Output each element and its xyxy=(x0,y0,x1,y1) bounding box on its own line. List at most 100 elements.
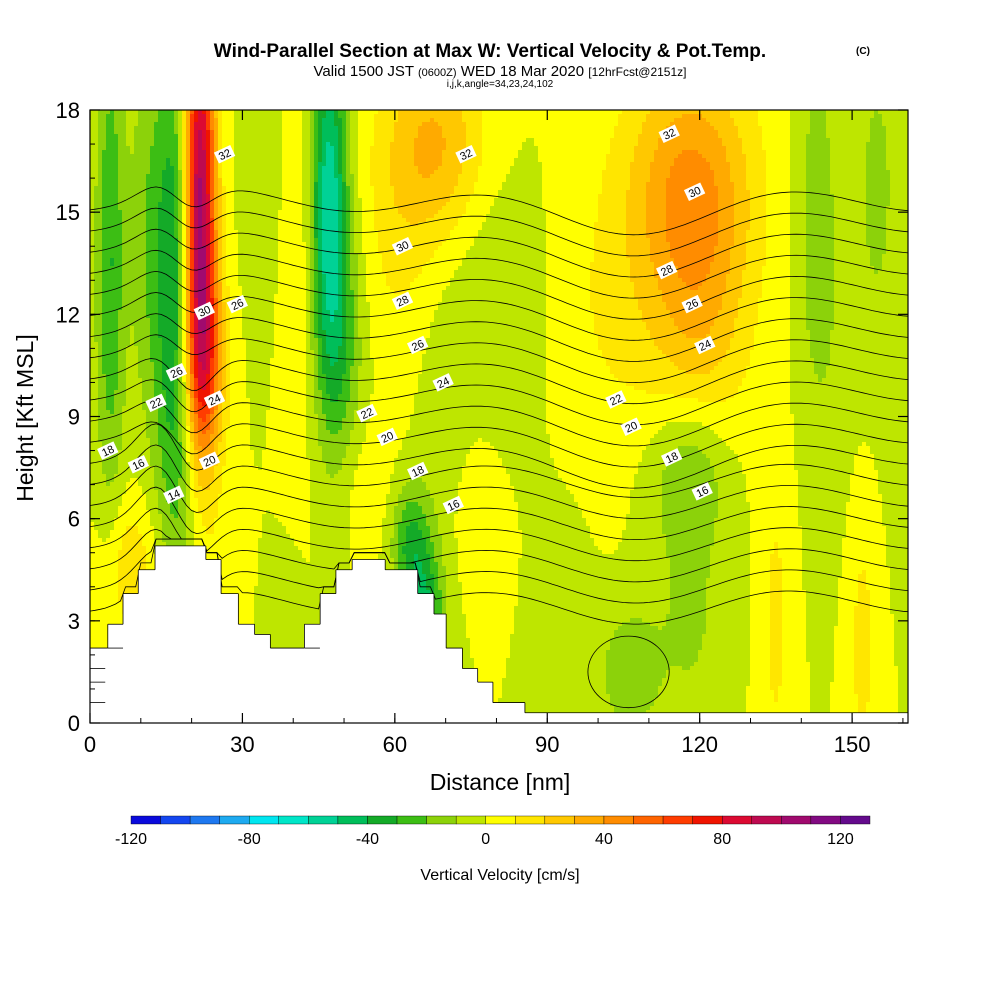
valid-date: WED 18 Mar 2020 xyxy=(461,63,584,80)
colorbar-swatch xyxy=(396,815,427,825)
contour-label: 22 xyxy=(356,403,378,423)
chart-title-suffix: (C) xyxy=(856,46,870,57)
colorbar-swatch xyxy=(544,815,575,825)
grid-indices: i,j,k,angle=34,23,24,102 xyxy=(447,79,554,90)
valid-utc: (0600Z) xyxy=(418,67,457,79)
theta-contour xyxy=(90,249,908,299)
colorbar-tick-label: -120 xyxy=(115,831,147,848)
contour-label: 24 xyxy=(694,335,716,355)
theta-contour xyxy=(90,400,908,447)
contour-label: 16 xyxy=(691,482,713,501)
contour-label: 16 xyxy=(442,495,464,515)
pot-temp-contours xyxy=(90,186,908,709)
theta-contour xyxy=(90,528,908,583)
y-tick-label: 3 xyxy=(68,609,80,634)
colorbar-swatch xyxy=(189,815,220,825)
contour-label: 30 xyxy=(683,182,706,201)
x-tick-label: 150 xyxy=(834,732,871,757)
x-tick-label: 30 xyxy=(230,732,254,757)
contour-label: 32 xyxy=(455,145,477,164)
contour-label: 32 xyxy=(658,124,680,144)
colorbar-tick-label: 120 xyxy=(827,831,854,848)
theta-contour xyxy=(90,292,908,341)
y-tick-label: 18 xyxy=(56,98,80,123)
contour-label: 20 xyxy=(198,451,221,471)
theta-contour xyxy=(90,507,908,562)
colorbar-tick-label: 80 xyxy=(713,831,731,848)
theta-contour xyxy=(90,421,908,468)
theta-contour xyxy=(90,270,908,320)
contour-label: 14 xyxy=(163,485,185,505)
colorbar-swatch xyxy=(278,815,309,825)
theta-contour xyxy=(90,538,908,625)
colorbar-tick-label: 40 xyxy=(595,831,613,848)
theta-contour xyxy=(90,334,908,384)
colorbar-swatch xyxy=(603,815,634,825)
x-axis-label: Distance [nm] xyxy=(430,769,571,795)
theta-contour xyxy=(90,538,908,604)
y-tick-label: 12 xyxy=(56,302,80,327)
y-tick-label: 9 xyxy=(68,405,80,430)
contour-label: 26 xyxy=(226,294,248,314)
contour-label: 24 xyxy=(203,390,226,409)
contour-label: 28 xyxy=(391,291,414,310)
chart-subtitle: Valid 1500 JST (0600Z) WED 18 Mar 2020 [… xyxy=(313,63,686,80)
contour-label: 24 xyxy=(432,373,454,392)
theta-contour xyxy=(90,465,908,519)
y-tick-label: 6 xyxy=(68,507,80,532)
x-tick-label: 90 xyxy=(535,732,559,757)
colorbar: -120 -80 -40 0 40 80 120 xyxy=(115,815,871,848)
colorbar-label: Vertical Velocity [cm/s] xyxy=(420,867,579,884)
terrain xyxy=(90,545,908,723)
y-axis: 0 3 6 9 12 15 18 xyxy=(56,98,908,736)
contour-label: 16 xyxy=(127,454,149,474)
chart-title: Wind-Parallel Section at Max W: Vertical… xyxy=(214,41,766,62)
contour-label: 20 xyxy=(376,427,398,447)
contour-label: 32 xyxy=(213,145,236,164)
colorbar-swatch xyxy=(455,815,486,825)
contour-label: 22 xyxy=(605,390,627,409)
contour-label: 26 xyxy=(165,362,188,382)
colorbar-swatch xyxy=(574,815,605,825)
colorbar-swatch xyxy=(160,815,191,825)
y-axis-label: Height [Kft MSL] xyxy=(12,334,38,501)
theta-contour xyxy=(90,228,908,278)
contour-label: 26 xyxy=(681,294,703,314)
y-tick-label: 15 xyxy=(56,200,80,225)
contour-label: 20 xyxy=(620,417,642,436)
theta-contour xyxy=(90,207,908,257)
colorbar-swatch xyxy=(722,815,752,825)
x-tick-label: 60 xyxy=(383,732,407,757)
colorbar-swatch xyxy=(662,815,693,825)
colorbar-swatch xyxy=(751,815,782,825)
x-tick-label: 0 xyxy=(84,732,96,757)
colorbar-swatch xyxy=(308,815,339,825)
colorbar-swatch xyxy=(840,815,871,825)
theta-contour xyxy=(90,313,908,362)
colorbar-swatch xyxy=(219,815,250,825)
colorbar-swatch xyxy=(515,815,546,825)
colorbar-tick-label: -40 xyxy=(356,831,379,848)
colorbar-swatch xyxy=(249,815,280,825)
valid-time: Valid 1500 JST xyxy=(313,63,413,80)
terrain-grid-lines xyxy=(90,545,909,723)
theta-contour-closed xyxy=(587,635,670,709)
colorbar-swatch xyxy=(337,815,368,825)
colorbar-swatch xyxy=(810,815,841,825)
theta-contour xyxy=(90,358,908,405)
contour-label: 18 xyxy=(661,448,683,467)
x-axis: 0 30 60 90 120 150 xyxy=(84,110,904,757)
contour-label: 30 xyxy=(193,301,215,321)
theta-contour xyxy=(90,379,908,426)
colorbar-swatch xyxy=(367,815,398,825)
contour-label: 28 xyxy=(656,260,678,280)
theta-contour xyxy=(90,186,908,236)
colorbar-swatch xyxy=(781,815,812,825)
colorbar-swatch xyxy=(485,815,516,825)
forecast-info: [12hrFcst@2151z] xyxy=(588,65,686,79)
contour-label: 22 xyxy=(145,393,167,413)
colorbar-swatch xyxy=(633,815,664,825)
